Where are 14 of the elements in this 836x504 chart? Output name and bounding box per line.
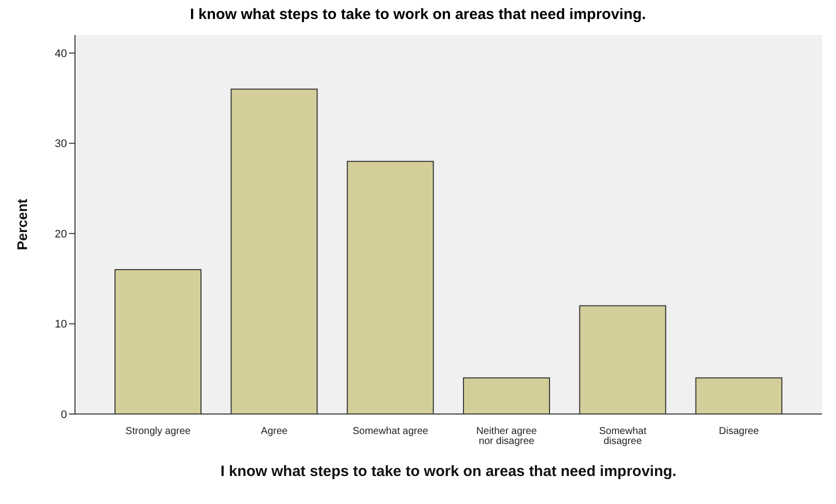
y-tick-label: 10	[54, 318, 67, 331]
x-tick-label: Strongly agree	[126, 426, 192, 437]
y-tick-label: 40	[54, 48, 67, 60]
y-tick-label: 30	[54, 138, 67, 150]
x-tick-label: Somewhat disagree	[599, 426, 647, 447]
y-tick-label: 20	[54, 228, 67, 240]
x-tick-label: Agree	[260, 426, 288, 437]
x-tick-label: Disagree	[718, 426, 760, 437]
x-axis-title: I know what steps to take to work on areas that need improving.	[220, 463, 676, 480]
x-tick-label: Somewhat agree	[352, 426, 429, 437]
y-axis-title: Percent	[14, 198, 30, 250]
x-tick-label: Neither agree nor disagree	[476, 426, 538, 447]
y-tick-label: 0	[60, 408, 67, 421]
chart-title: I know what steps to take to work on areas that need improving.	[189, 6, 647, 23]
